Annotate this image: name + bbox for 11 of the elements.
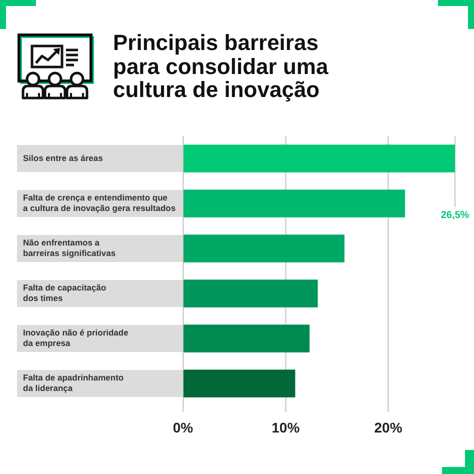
y-tick-label: Silos entre as áreas (23, 152, 104, 163)
y-tick-label: Não enfrentamos a barreiras significativas (23, 238, 116, 258)
chart-title: Principais barreiras para consolidar uma cultura de inovação (113, 30, 330, 102)
y-tick-label: Falta de crença e entendimento que a cultura de inovação gera resultados (23, 192, 176, 213)
x-tick-label: 10% (272, 419, 300, 436)
x-tick-label: 0% (172, 419, 194, 436)
x-tick-label: 20% (374, 419, 403, 436)
y-tick-label: Falta de capacitação dos times (23, 282, 106, 303)
ref-line-label: 26,5% (440, 210, 470, 221)
y-tick-label: Inovação não é prioridade da empresa (23, 328, 129, 348)
y-tick-label: Falta de apadrinhamento da liderança (23, 372, 124, 393)
